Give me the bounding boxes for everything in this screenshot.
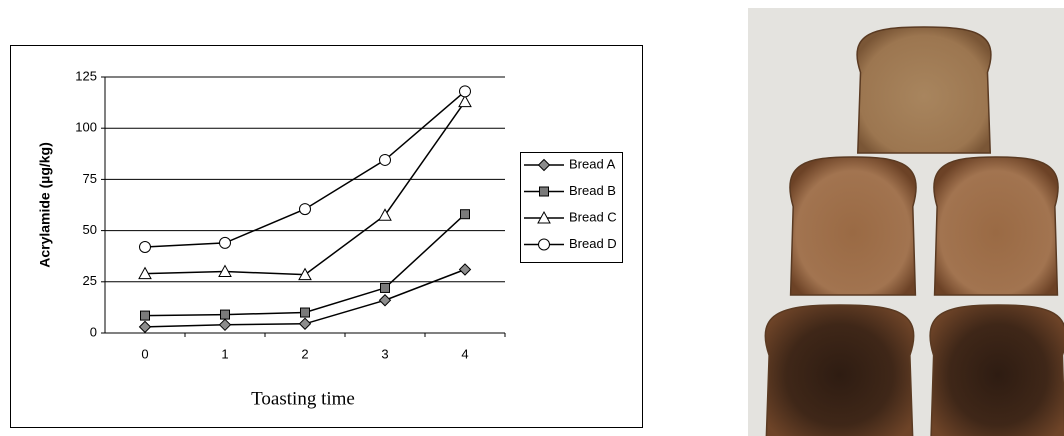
marker bbox=[218, 264, 232, 278]
y-axis-label: Acrylamide (µg/kg) bbox=[37, 142, 53, 268]
marker bbox=[140, 310, 150, 321]
legend-label: Bread B bbox=[569, 183, 616, 198]
x-tick-label: 4 bbox=[461, 346, 468, 361]
x-tick-label: 3 bbox=[381, 346, 388, 361]
legend-label: Bread D bbox=[569, 236, 617, 251]
toast-slice bbox=[933, 156, 1059, 296]
marker bbox=[138, 266, 152, 280]
marker bbox=[459, 85, 471, 98]
legend-label: Bread A bbox=[569, 156, 616, 171]
marker bbox=[298, 267, 312, 281]
y-tick-label: 0 bbox=[90, 324, 97, 339]
y-tick-label: 50 bbox=[83, 222, 97, 237]
y-tick-label: 100 bbox=[75, 120, 97, 135]
x-tick-label: 1 bbox=[221, 346, 228, 361]
marker bbox=[138, 320, 152, 334]
toast-photo bbox=[764, 26, 1064, 436]
marker bbox=[378, 208, 392, 221]
marker bbox=[218, 318, 232, 332]
marker bbox=[380, 282, 390, 293]
toast-slice bbox=[929, 304, 1064, 436]
legend-label: Bread C bbox=[569, 209, 617, 224]
marker bbox=[220, 309, 230, 320]
marker bbox=[139, 240, 151, 253]
marker bbox=[539, 186, 549, 197]
x-tick-label: 2 bbox=[301, 346, 308, 361]
marker bbox=[537, 158, 551, 172]
x-tick-label: 0 bbox=[141, 346, 148, 361]
marker bbox=[299, 203, 311, 216]
toast-slice bbox=[764, 304, 915, 436]
marker bbox=[458, 263, 472, 276]
toast-slice bbox=[856, 26, 992, 154]
plot: 0 25 50 75 100 125 0 1 2 3 4 Bread A Bread B Bread C B… bbox=[75, 68, 623, 361]
marker bbox=[379, 153, 391, 166]
marker bbox=[538, 238, 550, 251]
marker bbox=[460, 209, 470, 220]
marker bbox=[219, 236, 231, 249]
y-tick-label: 25 bbox=[83, 273, 97, 288]
marker bbox=[298, 317, 312, 330]
x-axis-label: Toasting time bbox=[251, 388, 355, 409]
marker bbox=[537, 210, 551, 224]
marker bbox=[378, 294, 392, 307]
y-tick-label: 125 bbox=[75, 68, 97, 83]
y-tick-label: 75 bbox=[83, 171, 97, 186]
marker bbox=[458, 94, 472, 108]
toast-slice bbox=[789, 156, 917, 296]
marker bbox=[300, 307, 310, 318]
